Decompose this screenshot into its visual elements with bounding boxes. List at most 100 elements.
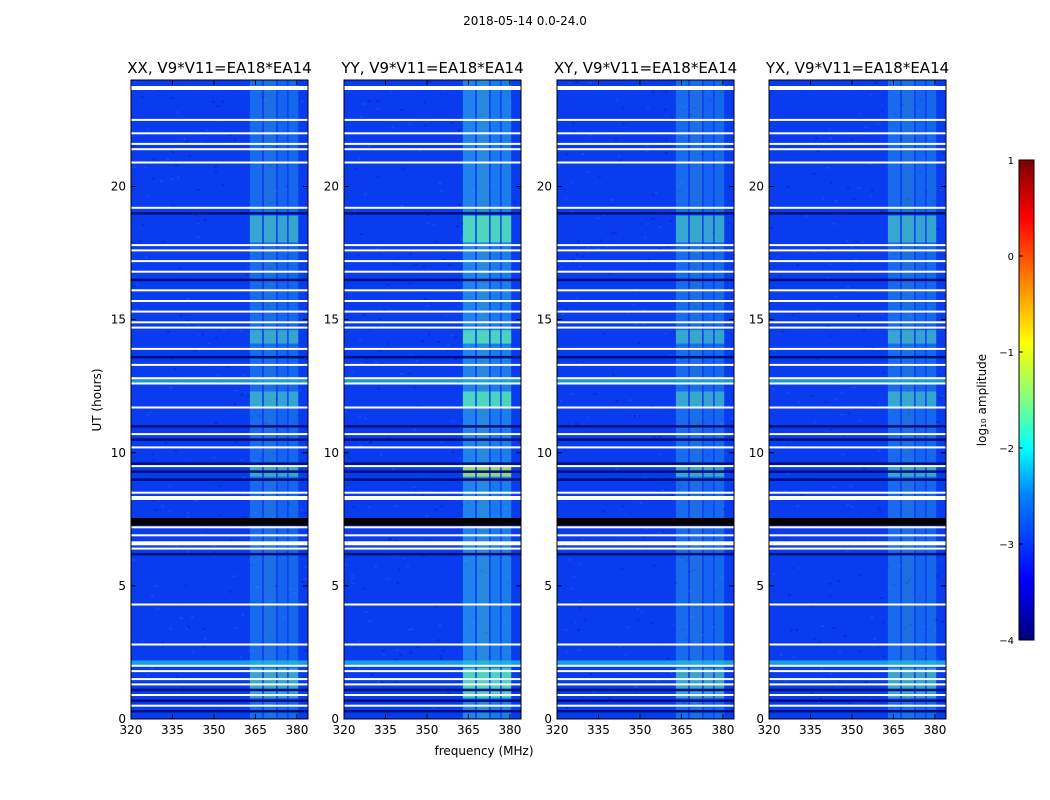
rfi-burst bbox=[675, 330, 689, 344]
data-gap bbox=[557, 86, 734, 90]
data-gap bbox=[557, 270, 734, 273]
data-gap bbox=[131, 161, 308, 164]
rfi-burst bbox=[277, 391, 288, 408]
rfi-burst bbox=[901, 215, 915, 243]
y-tick-label: 10 bbox=[749, 446, 764, 460]
dark-row bbox=[769, 552, 946, 556]
rfi-burst bbox=[501, 330, 512, 344]
rfi-burst bbox=[476, 391, 490, 408]
data-gap bbox=[769, 465, 946, 468]
data-gap bbox=[344, 249, 521, 252]
rfi-burst bbox=[887, 215, 901, 243]
data-gap bbox=[557, 694, 734, 696]
data-gap bbox=[769, 704, 946, 707]
rfi-band bbox=[249, 80, 263, 719]
rfi-band bbox=[926, 80, 937, 719]
flagged-row bbox=[557, 518, 734, 525]
dark-row bbox=[557, 462, 734, 465]
data-gap bbox=[557, 683, 734, 686]
data-gap bbox=[344, 326, 521, 329]
dark-row bbox=[557, 552, 734, 556]
data-gap bbox=[131, 541, 308, 546]
data-gap bbox=[344, 382, 521, 385]
dark-row bbox=[557, 212, 734, 215]
data-gap bbox=[557, 704, 734, 707]
data-gap bbox=[131, 683, 308, 686]
dark-row bbox=[344, 699, 521, 702]
rfi-burst bbox=[915, 391, 926, 408]
data-gap bbox=[131, 603, 308, 606]
data-gap bbox=[131, 496, 308, 500]
data-gap bbox=[557, 289, 734, 292]
rfi-burst bbox=[249, 215, 263, 243]
rfi-band bbox=[277, 80, 288, 719]
data-gap bbox=[557, 300, 734, 302]
dark-row bbox=[769, 688, 946, 692]
data-gap bbox=[557, 643, 734, 646]
dark-row bbox=[769, 425, 946, 428]
bright-row bbox=[769, 378, 946, 384]
rfi-burst bbox=[901, 391, 915, 408]
data-gap bbox=[769, 603, 946, 606]
rfi-burst bbox=[288, 330, 299, 344]
data-gap bbox=[344, 603, 521, 606]
dark-row bbox=[131, 212, 308, 215]
data-gap bbox=[557, 142, 734, 145]
data-gap bbox=[131, 704, 308, 707]
dark-row bbox=[131, 425, 308, 428]
y-tick-label: 0 bbox=[118, 712, 126, 726]
rfi-burst bbox=[675, 215, 689, 243]
data-gap bbox=[769, 377, 946, 380]
x-tick-label: 365 bbox=[244, 723, 267, 737]
panel-title: YY, V9*V11=EA18*EA14 bbox=[340, 59, 523, 77]
colorbar-tick-label: −4 bbox=[999, 636, 1014, 647]
data-gap bbox=[344, 694, 521, 696]
rfi-band bbox=[915, 80, 926, 719]
data-gap bbox=[344, 433, 521, 436]
dark-row bbox=[557, 470, 734, 473]
rfi-burst bbox=[490, 330, 501, 344]
colorbar-tick-label: −3 bbox=[999, 540, 1014, 551]
data-gap bbox=[769, 446, 946, 449]
data-gap bbox=[769, 321, 946, 324]
x-tick-label: 350 bbox=[416, 723, 439, 737]
data-gap bbox=[344, 148, 521, 151]
rfi-burst bbox=[926, 330, 937, 344]
data-gap bbox=[557, 491, 734, 494]
rfi-burst bbox=[926, 668, 937, 698]
data-gap bbox=[557, 496, 734, 500]
x-tick-label: 335 bbox=[161, 723, 184, 737]
data-gap bbox=[769, 142, 946, 145]
colorbar-label: log₁₀ amplitude bbox=[975, 354, 989, 446]
x-tick-label: 350 bbox=[841, 723, 864, 737]
data-gap bbox=[131, 270, 308, 273]
dark-row bbox=[769, 478, 946, 481]
rfi-burst bbox=[689, 668, 703, 698]
rfi-band bbox=[675, 80, 689, 719]
data-gap bbox=[344, 670, 521, 673]
rfi-burst bbox=[263, 668, 277, 698]
data-gap bbox=[344, 260, 521, 263]
data-gap bbox=[769, 683, 946, 686]
dark-row bbox=[344, 438, 521, 441]
data-gap bbox=[344, 118, 521, 121]
x-tick-label: 380 bbox=[285, 723, 308, 737]
data-gap bbox=[131, 526, 308, 529]
data-gap bbox=[557, 206, 734, 209]
rfi-band bbox=[887, 80, 901, 719]
data-gap bbox=[557, 321, 734, 324]
heatmap-noise bbox=[131, 81, 308, 716]
data-gap bbox=[769, 678, 946, 681]
data-gap bbox=[344, 377, 521, 380]
rfi-burst bbox=[887, 391, 901, 408]
bright-row bbox=[344, 378, 521, 384]
colorbar-gradient bbox=[1018, 159, 1035, 641]
data-gap bbox=[131, 377, 308, 380]
data-gap bbox=[769, 541, 946, 546]
data-gap bbox=[557, 446, 734, 449]
rfi-burst bbox=[288, 391, 299, 408]
dark-row bbox=[557, 425, 734, 428]
data-gap bbox=[557, 433, 734, 436]
colorbar: 1 0 −1 −2 −3 −4 log₁₀ amplitude bbox=[975, 156, 1035, 647]
data-gap bbox=[131, 142, 308, 145]
